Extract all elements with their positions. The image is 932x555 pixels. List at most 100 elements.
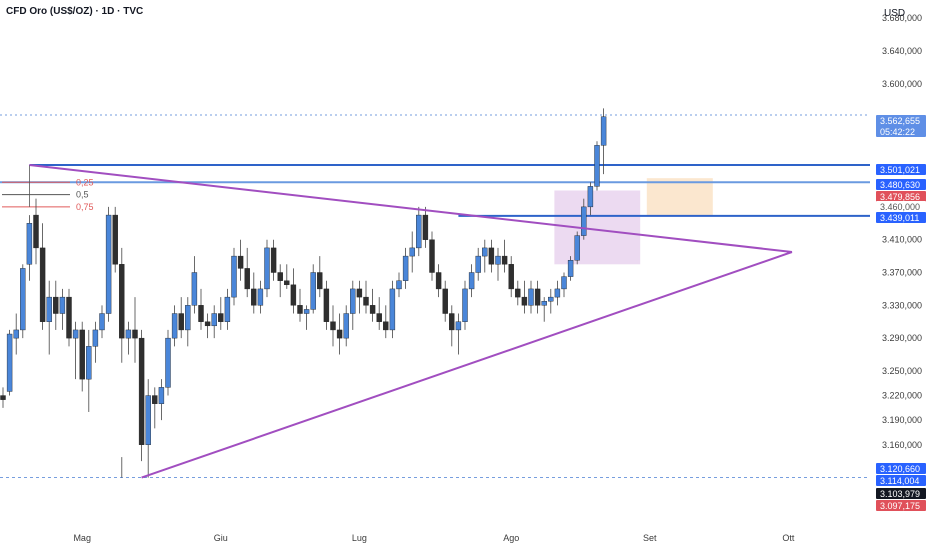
candle-body — [534, 288, 541, 306]
candle-body — [152, 395, 158, 404]
chart-title: CFD Oro (US$/OZ) · 1D · TVC — [6, 6, 144, 17]
x-tick-label: Mag — [73, 533, 91, 543]
candle-body — [119, 264, 125, 339]
price-label-box — [876, 201, 926, 212]
candle-body — [515, 288, 521, 298]
support-zone-box — [554, 190, 641, 265]
candle-body — [468, 272, 475, 290]
candle-body — [79, 329, 85, 380]
candle-body — [204, 321, 211, 327]
candle-body — [343, 313, 349, 339]
candle-body — [416, 214, 422, 249]
x-tick-label: Ago — [503, 533, 519, 543]
candle-body — [33, 214, 39, 249]
price-label-value: 3.480,630 — [880, 180, 920, 190]
price-label-value: 3.103,979 — [880, 489, 920, 499]
candle-body — [59, 296, 66, 314]
candle-body — [330, 321, 336, 331]
candle-body — [574, 235, 580, 261]
candle-body — [541, 301, 547, 306]
x-tick-label: Ott — [782, 533, 795, 543]
price-label-box — [876, 475, 926, 486]
candle-body — [284, 280, 290, 286]
candle-body — [0, 395, 6, 400]
candle-body — [501, 255, 508, 265]
candle-body — [277, 272, 283, 281]
candle-body — [389, 288, 396, 331]
y-tick-label: 3.410,000 — [882, 235, 922, 245]
triangle-lower-line — [141, 251, 793, 479]
candle-body — [138, 337, 145, 445]
candle-body — [237, 255, 244, 269]
candle-body — [257, 288, 264, 306]
candle-body — [185, 305, 191, 331]
candle-body — [66, 296, 72, 339]
candle-body — [145, 395, 151, 445]
candle-body — [548, 296, 554, 302]
candle-body — [158, 387, 165, 404]
x-tick-label: Giu — [214, 533, 228, 543]
candle-body — [26, 223, 33, 265]
candle-body — [317, 272, 323, 290]
candle-body — [290, 284, 297, 306]
candle-body — [363, 296, 369, 306]
candle-body — [396, 280, 402, 290]
candle-body — [554, 288, 561, 298]
candle-body — [224, 296, 231, 322]
price-label-box — [876, 488, 926, 499]
candle-body — [376, 313, 382, 322]
candle-body — [191, 272, 198, 306]
price-label-box — [876, 115, 926, 137]
candle-body — [508, 264, 514, 290]
fib-label: 0,25 — [76, 177, 94, 187]
candle-body — [303, 309, 310, 314]
candle-body — [600, 116, 607, 146]
price-label-value: 3.501,021 — [880, 165, 920, 175]
candle-body — [455, 321, 462, 331]
fib-label: 0,5 — [76, 190, 89, 200]
candle-body — [435, 272, 442, 290]
candle-body — [211, 313, 217, 327]
candle-body — [264, 247, 270, 290]
y-tick-label: 3.640,000 — [882, 46, 922, 56]
price-label-value: 3.479,856 — [880, 192, 920, 202]
price-label-value: 3.460,000 — [880, 202, 920, 212]
candle-body — [112, 214, 118, 265]
candle-body — [178, 313, 184, 331]
candle-body — [475, 255, 481, 273]
candle-body — [409, 247, 415, 257]
y-tick-label: 3.290,000 — [882, 333, 922, 343]
price-label-value: 3.120,660 — [880, 464, 920, 474]
candle-body — [336, 329, 343, 339]
y-tick-label: 3.330,000 — [882, 300, 922, 310]
candle-body — [350, 288, 356, 314]
y-tick-label: 3.220,000 — [882, 391, 922, 401]
candle-body — [231, 255, 237, 298]
x-tick-label: Lug — [352, 533, 367, 543]
y-tick-label: 3.250,000 — [882, 366, 922, 376]
candle-body — [165, 337, 171, 388]
candle-body — [20, 268, 26, 331]
candle-body — [132, 329, 138, 339]
candle-body — [369, 305, 376, 314]
candle-body — [53, 296, 59, 314]
candle-body — [429, 239, 435, 273]
candle-body — [251, 288, 257, 306]
candle-body — [171, 313, 178, 339]
candle-body — [125, 329, 132, 339]
candle-body — [422, 214, 429, 240]
y-tick-label: 3.680,000 — [882, 13, 922, 23]
y-tick-label: 3.160,000 — [882, 440, 922, 450]
price-label-value: 3.562,655 — [880, 116, 920, 126]
candle-body — [521, 296, 528, 306]
candle-body — [6, 333, 13, 392]
price-label-box — [876, 463, 926, 474]
candle-body — [244, 268, 250, 290]
candle-body — [402, 255, 409, 281]
price-label-value: 3.114,004 — [880, 476, 919, 486]
price-label-value: 3.097,175 — [880, 501, 920, 511]
y-tick-label: 3.190,000 — [882, 415, 922, 425]
candle-body — [297, 305, 303, 314]
